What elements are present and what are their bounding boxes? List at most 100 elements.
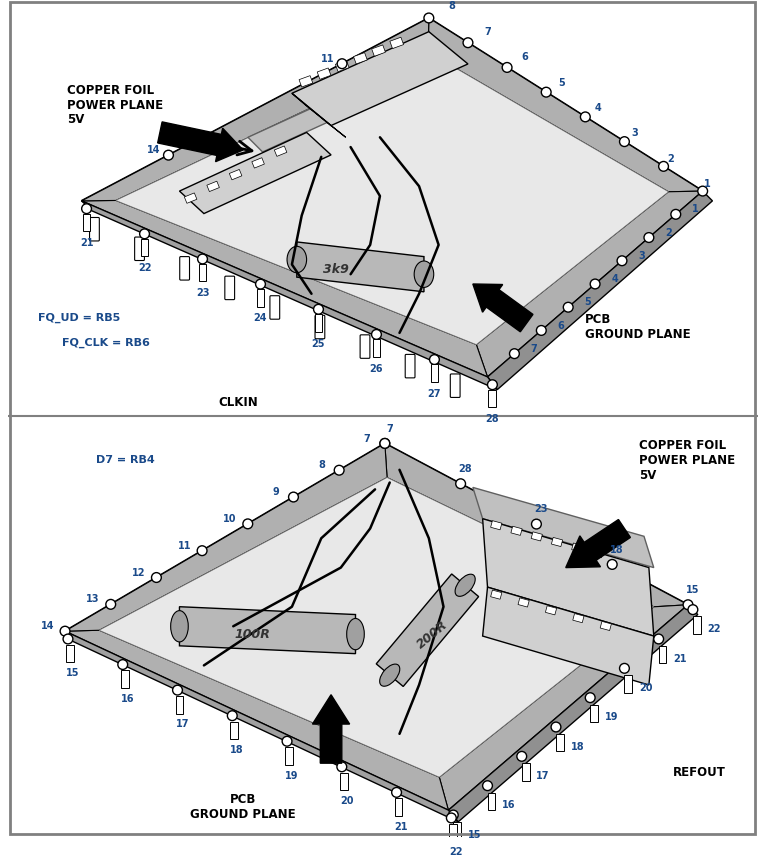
Bar (573, 614, 584, 622)
Text: 18: 18 (571, 741, 584, 752)
Text: CLKIN: CLKIN (219, 397, 258, 410)
Bar (285, 747, 293, 764)
Circle shape (607, 559, 617, 569)
FancyBboxPatch shape (90, 217, 99, 241)
Text: COPPER FOIL
POWER PLANE
5V: COPPER FOIL POWER PLANE 5V (639, 439, 736, 481)
Polygon shape (385, 444, 688, 607)
Bar (551, 538, 563, 546)
Ellipse shape (347, 618, 364, 650)
Text: 21: 21 (673, 653, 686, 663)
Text: COPPER FOIL
POWER PLANE: COPPER FOIL POWER PLANE (67, 84, 163, 111)
Text: 6: 6 (558, 321, 565, 331)
Text: 7: 7 (364, 433, 370, 444)
Circle shape (581, 112, 590, 121)
Text: 13: 13 (87, 594, 100, 604)
Polygon shape (248, 59, 433, 152)
Bar (66, 645, 74, 663)
Text: 5V: 5V (67, 113, 84, 126)
Circle shape (81, 203, 91, 214)
Text: PCB
GROUND PLANE: PCB GROUND PLANE (190, 793, 296, 821)
Text: 15: 15 (468, 829, 482, 840)
Bar (394, 799, 403, 816)
Text: 20: 20 (340, 796, 354, 806)
Text: 1: 1 (704, 180, 711, 189)
Circle shape (118, 660, 127, 669)
Bar (491, 590, 502, 599)
Polygon shape (449, 604, 698, 822)
Circle shape (243, 519, 252, 528)
Polygon shape (65, 444, 387, 631)
FancyArrow shape (472, 284, 533, 332)
Text: 5: 5 (584, 298, 591, 307)
FancyBboxPatch shape (225, 276, 235, 299)
Text: PCB
GROUND PLANE: PCB GROUND PLANE (585, 313, 691, 341)
FancyBboxPatch shape (315, 315, 324, 339)
Bar (314, 314, 322, 332)
FancyArrow shape (158, 122, 243, 162)
Circle shape (683, 600, 693, 610)
Text: 15: 15 (686, 585, 700, 595)
Circle shape (152, 573, 161, 582)
Circle shape (532, 519, 542, 529)
Polygon shape (428, 18, 703, 192)
Text: 9: 9 (272, 487, 279, 497)
Text: 7: 7 (531, 344, 538, 354)
Circle shape (380, 439, 390, 448)
Bar (624, 675, 632, 693)
Text: 28: 28 (459, 464, 472, 474)
Text: 4: 4 (611, 274, 618, 284)
Bar (257, 289, 265, 307)
Circle shape (488, 380, 497, 390)
Bar (318, 68, 331, 80)
Circle shape (227, 711, 237, 721)
Circle shape (463, 38, 472, 48)
Polygon shape (179, 607, 355, 654)
Circle shape (163, 150, 173, 160)
Polygon shape (476, 191, 703, 377)
Text: 26: 26 (370, 363, 384, 374)
Polygon shape (179, 133, 331, 214)
Bar (545, 605, 557, 615)
Text: 14: 14 (147, 145, 160, 156)
Text: 1: 1 (692, 204, 699, 215)
Bar (511, 526, 522, 535)
Circle shape (288, 492, 298, 502)
Bar (275, 146, 287, 156)
Bar (354, 53, 367, 64)
Circle shape (698, 186, 708, 196)
Ellipse shape (414, 261, 433, 287)
Text: 3: 3 (631, 128, 637, 139)
Polygon shape (472, 487, 653, 568)
Text: 10: 10 (223, 514, 237, 524)
FancyArrow shape (566, 520, 630, 568)
Bar (453, 822, 461, 840)
Bar (120, 670, 129, 688)
Text: 7: 7 (387, 424, 393, 433)
Bar (592, 549, 603, 557)
Bar (571, 543, 583, 552)
Circle shape (282, 736, 292, 746)
Polygon shape (81, 18, 703, 377)
Bar (299, 75, 313, 87)
FancyBboxPatch shape (270, 296, 280, 319)
Text: 5: 5 (558, 78, 565, 87)
Text: 4: 4 (594, 103, 601, 113)
Ellipse shape (287, 246, 307, 273)
Text: 23: 23 (196, 288, 209, 298)
Circle shape (314, 304, 324, 314)
Circle shape (671, 209, 680, 219)
Circle shape (337, 59, 347, 68)
Polygon shape (482, 519, 653, 636)
Text: 20: 20 (639, 683, 653, 693)
Bar (176, 696, 183, 714)
Text: D7 = RB4: D7 = RB4 (97, 455, 155, 465)
Polygon shape (65, 631, 458, 822)
Text: 22: 22 (449, 847, 463, 855)
Polygon shape (292, 32, 468, 126)
Text: 6: 6 (521, 52, 528, 62)
Polygon shape (116, 52, 669, 345)
Circle shape (563, 303, 573, 312)
FancyBboxPatch shape (405, 355, 415, 378)
Circle shape (456, 479, 466, 488)
Circle shape (644, 233, 653, 243)
